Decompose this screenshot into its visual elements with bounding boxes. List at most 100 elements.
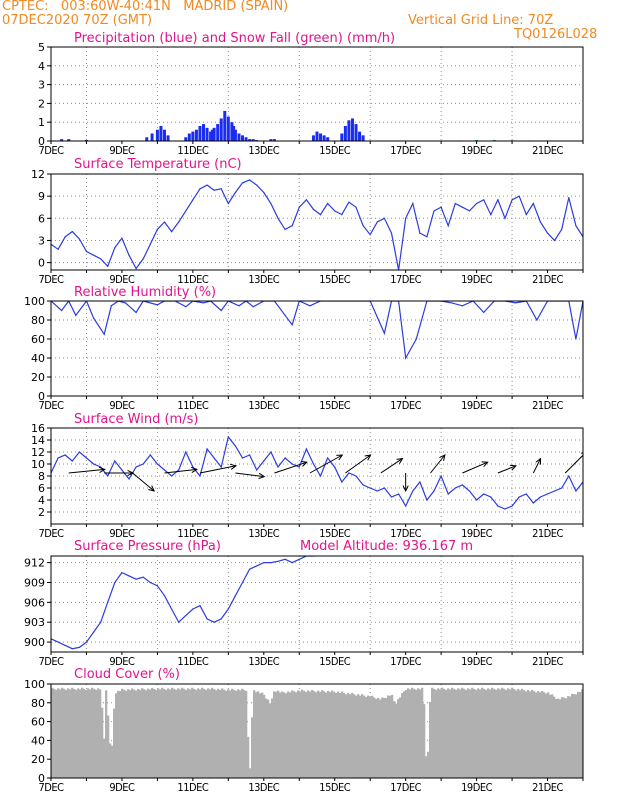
cloud-bar (409, 689, 412, 778)
temp-point (206, 184, 208, 186)
pressure-point (192, 608, 194, 610)
temp-point (64, 236, 66, 238)
grid-note: Vertical Grid Line: 70Z (408, 13, 554, 28)
wind-arrow (132, 472, 155, 492)
cloud-bar (169, 689, 172, 778)
pressure-point (298, 558, 300, 560)
cloud-bar (299, 691, 302, 778)
y-tick-label: 2 (38, 97, 45, 110)
temp-point (185, 210, 187, 212)
cloud-bar (285, 693, 288, 778)
wind-point (341, 481, 343, 483)
precip-bar (315, 131, 319, 141)
pressure-point (156, 585, 158, 587)
x-tick-label: 17DEC (390, 527, 421, 540)
precip-bar (209, 131, 213, 141)
rh-point (309, 305, 311, 307)
rh-point (135, 311, 137, 313)
cloud-bar (59, 689, 62, 778)
cloud-bar (231, 688, 234, 778)
cloud-bar (471, 687, 474, 778)
cloud-bar (465, 690, 468, 778)
precip-bar (212, 127, 216, 141)
wind-point (234, 445, 237, 447)
x-tick-label: 15DEC (319, 655, 350, 668)
temp-point (419, 232, 421, 234)
cloud-bar (81, 687, 84, 778)
cloud-bar (247, 736, 250, 778)
y-tick-label: 3 (38, 234, 45, 247)
cloud-bar (145, 690, 148, 778)
wind-point (568, 475, 570, 477)
temp-point (383, 217, 385, 219)
x-tick-label: 19DEC (461, 655, 492, 668)
cloud-bar (415, 690, 418, 778)
wind-point (532, 502, 534, 504)
cloud-bar (105, 690, 108, 778)
wind-arrow-head (364, 454, 372, 461)
cloud-bar (427, 751, 430, 778)
cloud-bar (123, 689, 126, 778)
cloud-bar (57, 688, 60, 778)
wind-arrow-head (148, 485, 156, 492)
cloud-bar (377, 697, 380, 778)
cloud-bar (341, 691, 344, 778)
precip-bar (269, 139, 273, 141)
cloud-bar (309, 691, 312, 778)
x-tick-label: 9DEC (109, 273, 135, 286)
temp-point (447, 225, 449, 227)
temp-point (412, 202, 414, 205)
rh-point (124, 302, 127, 304)
rh-point (75, 314, 77, 316)
temp-point (312, 208, 315, 211)
cloud-bar (429, 702, 432, 778)
cloud-bar (419, 689, 422, 778)
cloud-bar (343, 692, 346, 778)
wind-arrow (462, 461, 488, 474)
cloud-bar (235, 690, 238, 778)
cloud-bar (453, 688, 456, 778)
cloud-bar (221, 688, 224, 778)
temp-point (227, 202, 229, 205)
cloud-bar (331, 690, 334, 778)
pressure-point (149, 581, 151, 584)
temp-point (305, 199, 307, 201)
cloud-bar (89, 689, 92, 778)
y-tick-label: 909 (24, 576, 45, 589)
y-tick-label: 2 (38, 506, 45, 519)
cloud-bar (77, 688, 80, 778)
cloud-bar (351, 692, 354, 778)
cloud-bar (79, 689, 82, 778)
wind-point (170, 475, 173, 477)
wind-point (312, 463, 315, 465)
wind-point (114, 460, 116, 462)
pressure-point (277, 560, 279, 562)
cloud-bar (401, 692, 404, 778)
temp-point (241, 182, 244, 184)
wind-point (525, 493, 527, 495)
pressure-point (249, 568, 251, 570)
cloud-bar (223, 689, 226, 778)
x-tick-label: 15DEC (319, 781, 350, 794)
cloud-bar (517, 688, 520, 778)
cloud-bar (475, 690, 478, 778)
cloud-bar (83, 688, 86, 778)
cloud-bar (237, 689, 240, 778)
rh-point (291, 324, 293, 326)
cloud-bar (171, 687, 174, 778)
cloud-bar (55, 690, 58, 778)
temp-point (319, 214, 322, 216)
rh-panel (47, 300, 584, 399)
temp-point (468, 210, 471, 212)
cloud-bar (373, 697, 376, 778)
cloud-bar (469, 689, 472, 778)
wind-arrow-head (336, 454, 344, 461)
cloud-bar (165, 690, 168, 778)
rh-point (220, 309, 222, 312)
temp-point (490, 214, 492, 216)
cloud-bar (313, 691, 316, 778)
x-tick-label: 15DEC (319, 399, 350, 412)
pressure-point (213, 621, 215, 623)
precip-bar (232, 125, 236, 141)
cloud-bar (199, 689, 202, 778)
